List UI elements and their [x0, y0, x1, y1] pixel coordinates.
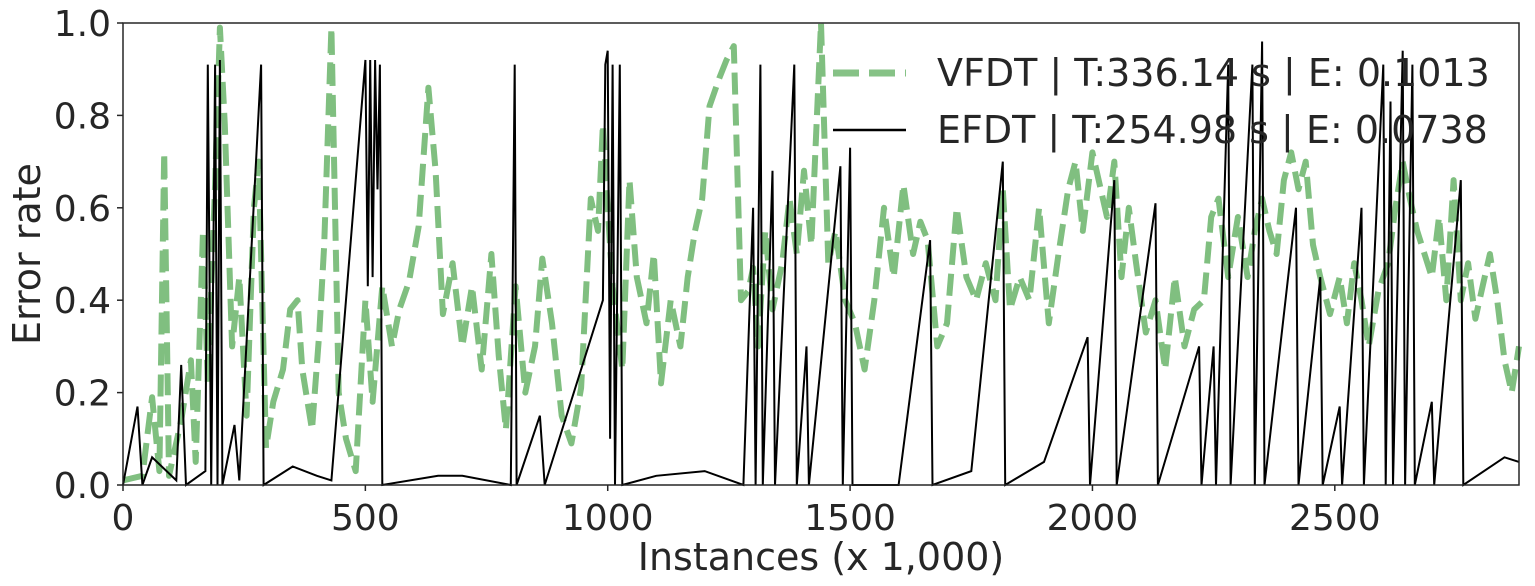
y-tick-label: 0.8 [54, 96, 111, 137]
y-tick-label: 1.0 [54, 4, 111, 45]
legend-label-vfdt: VFDT | T:336.14 s | E: 0.1013 [937, 51, 1490, 96]
plot-area [122, 20, 1522, 487]
legend: VFDT | T:336.14 s | E: 0.1013 EFDT | T:2… [833, 51, 1490, 153]
y-tick-label: 0.0 [54, 466, 111, 507]
series-layer [122, 20, 1522, 487]
x-axis: 0 500 1000 1500 2000 2500 [112, 485, 1381, 539]
x-tick-label: 2500 [1289, 498, 1381, 539]
y-axis: 0.0 0.2 0.4 0.6 0.8 1.0 [54, 4, 123, 507]
y-tick-label: 0.4 [54, 281, 111, 322]
y-axis-title: Error rate [5, 163, 49, 345]
x-tick-label: 2000 [1047, 498, 1139, 539]
x-tick-label: 500 [331, 498, 400, 539]
series-line-vfdt [122, 20, 1522, 484]
y-tick-label: 0.6 [54, 189, 111, 230]
legend-label-efdt: EFDT | T:254.98 s | E: 0.0738 [937, 108, 1488, 153]
y-tick-label: 0.2 [54, 374, 111, 415]
x-tick-label: 1000 [562, 498, 654, 539]
x-axis-title: Instances (x 1,000) [638, 535, 1005, 579]
x-tick-label: 1500 [804, 498, 896, 539]
series-line-efdt [122, 41, 1520, 487]
plot-frame [122, 22, 1520, 486]
x-tick-label: 0 [112, 498, 135, 539]
